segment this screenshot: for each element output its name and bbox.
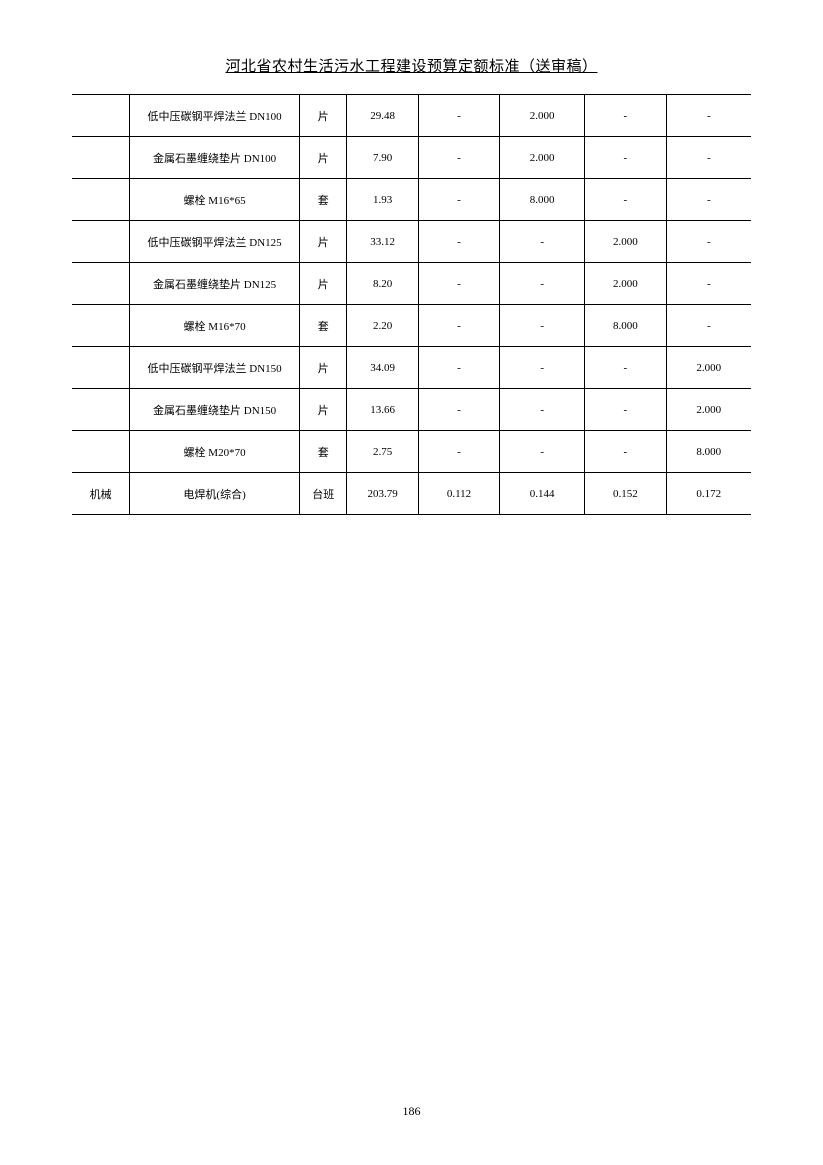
table-cell: 2.000 — [585, 263, 666, 305]
table-cell: - — [585, 95, 666, 137]
table-cell: 8.20 — [347, 263, 418, 305]
table-cell — [72, 221, 130, 263]
table-cell: 0.152 — [585, 473, 666, 515]
table-cell: - — [500, 305, 585, 347]
table-cell: 片 — [299, 221, 347, 263]
table-cell: 片 — [299, 347, 347, 389]
table-cell: 2.000 — [500, 137, 585, 179]
table-row: 低中压碳钢平焊法兰 DN100片29.48-2.000-- — [72, 95, 751, 137]
table-cell: - — [585, 179, 666, 221]
table-cell: 2.000 — [666, 389, 751, 431]
table-cell: 电焊机(综合) — [130, 473, 300, 515]
table-cell — [72, 305, 130, 347]
table-cell: - — [585, 137, 666, 179]
table-cell — [72, 347, 130, 389]
table-row: 金属石墨缠绕垫片 DN125片8.20--2.000- — [72, 263, 751, 305]
table-cell: 套 — [299, 179, 347, 221]
table-cell: 机械 — [72, 473, 130, 515]
table-cell: - — [500, 347, 585, 389]
table-cell: 8.000 — [500, 179, 585, 221]
table-row: 螺栓 M20*70套2.75---8.000 — [72, 431, 751, 473]
table-cell: - — [418, 431, 499, 473]
table-cell: 片 — [299, 137, 347, 179]
table-cell — [72, 263, 130, 305]
table-cell: 套 — [299, 431, 347, 473]
table-cell: - — [666, 305, 751, 347]
table-row: 金属石墨缠绕垫片 DN100片7.90-2.000-- — [72, 137, 751, 179]
table-cell: 低中压碳钢平焊法兰 DN150 — [130, 347, 300, 389]
table-cell: - — [418, 389, 499, 431]
table-cell: 8.000 — [666, 431, 751, 473]
table-cell: - — [500, 263, 585, 305]
table-cell: 螺栓 M16*70 — [130, 305, 300, 347]
table-cell: - — [666, 263, 751, 305]
table-cell: 2.000 — [585, 221, 666, 263]
table-cell: 13.66 — [347, 389, 418, 431]
table-row: 螺栓 M16*70套2.20--8.000- — [72, 305, 751, 347]
table-cell: 0.144 — [500, 473, 585, 515]
table-cell: - — [500, 389, 585, 431]
table-cell: 2.000 — [500, 95, 585, 137]
table-cell: - — [418, 95, 499, 137]
table-cell: 片 — [299, 95, 347, 137]
table-cell: - — [585, 389, 666, 431]
table-cell: 1.93 — [347, 179, 418, 221]
table-cell: 片 — [299, 263, 347, 305]
page-number: 186 — [0, 1104, 823, 1119]
table-cell: 0.112 — [418, 473, 499, 515]
table-cell: 29.48 — [347, 95, 418, 137]
table-row: 低中压碳钢平焊法兰 DN150片34.09---2.000 — [72, 347, 751, 389]
table-row: 螺栓 M16*65套1.93-8.000-- — [72, 179, 751, 221]
table-cell: 金属石墨缠绕垫片 DN150 — [130, 389, 300, 431]
table-cell: - — [418, 137, 499, 179]
table-cell: - — [666, 95, 751, 137]
quota-table: 低中压碳钢平焊法兰 DN100片29.48-2.000--金属石墨缠绕垫片 DN… — [72, 94, 751, 515]
table-cell: - — [666, 137, 751, 179]
table-cell: - — [418, 263, 499, 305]
table-cell: 2.20 — [347, 305, 418, 347]
table-cell: - — [666, 179, 751, 221]
table-cell: 螺栓 M20*70 — [130, 431, 300, 473]
table-cell: 套 — [299, 305, 347, 347]
table-cell: 203.79 — [347, 473, 418, 515]
table-cell: 低中压碳钢平焊法兰 DN100 — [130, 95, 300, 137]
table-row: 机械电焊机(综合)台班203.790.1120.1440.1520.172 — [72, 473, 751, 515]
table-cell: - — [500, 221, 585, 263]
table-cell — [72, 389, 130, 431]
table-cell: - — [418, 347, 499, 389]
table-cell: 片 — [299, 389, 347, 431]
table-cell: 台班 — [299, 473, 347, 515]
table-cell: 8.000 — [585, 305, 666, 347]
table-cell: - — [585, 347, 666, 389]
table-cell: 低中压碳钢平焊法兰 DN125 — [130, 221, 300, 263]
table-cell: - — [418, 221, 499, 263]
table-cell: 7.90 — [347, 137, 418, 179]
table-cell: - — [418, 305, 499, 347]
table-row: 低中压碳钢平焊法兰 DN125片33.12--2.000- — [72, 221, 751, 263]
table-cell: - — [418, 179, 499, 221]
table-cell: 金属石墨缠绕垫片 DN100 — [130, 137, 300, 179]
table-cell: 0.172 — [666, 473, 751, 515]
table-cell: 螺栓 M16*65 — [130, 179, 300, 221]
table-cell: - — [585, 431, 666, 473]
table-row: 金属石墨缠绕垫片 DN150片13.66---2.000 — [72, 389, 751, 431]
table-cell: 2.75 — [347, 431, 418, 473]
page-title: 河北省农村生活污水工程建设预算定额标准（送审稿） — [72, 55, 751, 76]
table-cell — [72, 179, 130, 221]
table-cell: - — [666, 221, 751, 263]
table-cell: 34.09 — [347, 347, 418, 389]
table-cell: 33.12 — [347, 221, 418, 263]
table-cell — [72, 431, 130, 473]
table-cell — [72, 137, 130, 179]
table-cell: 2.000 — [666, 347, 751, 389]
table-cell — [72, 95, 130, 137]
table-cell: - — [500, 431, 585, 473]
table-cell: 金属石墨缠绕垫片 DN125 — [130, 263, 300, 305]
